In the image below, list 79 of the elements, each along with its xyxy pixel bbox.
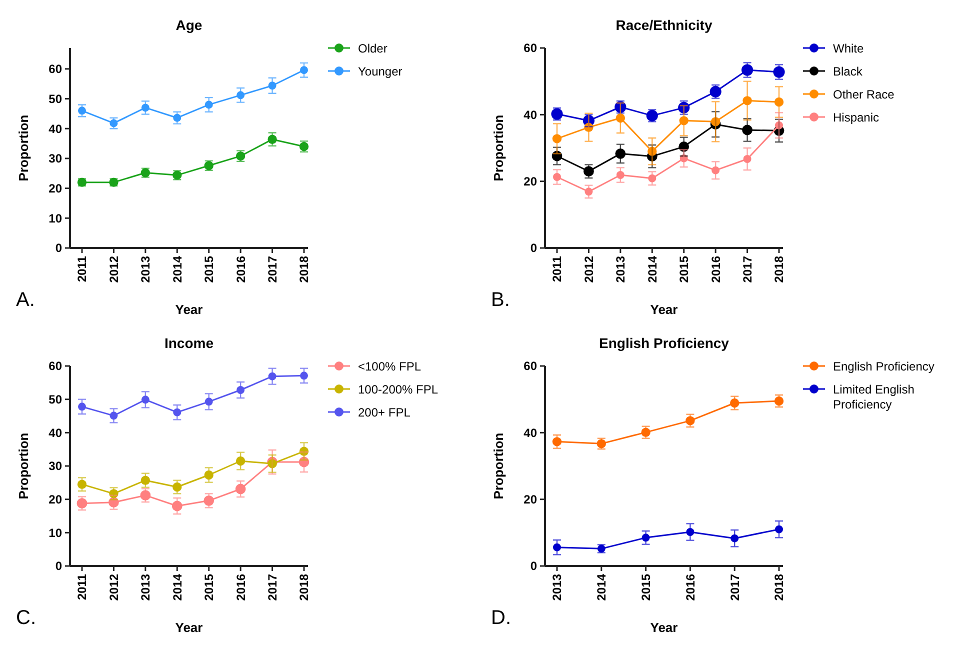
y-tick-label: 0	[55, 559, 62, 574]
x-tick-label: 2014	[170, 256, 184, 283]
y-tick-label: 0	[530, 559, 538, 574]
y-tick-label: 60	[524, 41, 538, 56]
x-tick-label: 2015	[639, 574, 653, 601]
y-tick-label: 20	[48, 492, 62, 507]
y-tick-label: 20	[524, 174, 538, 189]
y-axis-title: Proportion	[491, 432, 506, 500]
y-tick-label: 60	[48, 62, 62, 76]
x-tick-label: 2012	[106, 256, 121, 283]
x-tick-label: 2012	[106, 574, 121, 601]
x-axis-title: Year	[650, 302, 678, 317]
chart-title: English Proficiency	[599, 335, 730, 351]
x-tick-label: 2011	[550, 256, 564, 282]
x-tick-label: 2017	[265, 574, 280, 601]
text: A.	[16, 289, 35, 311]
legend-label: Black	[833, 64, 864, 78]
chart-title: Income	[164, 335, 214, 351]
x-tick-label: 2015	[677, 256, 692, 283]
y-axis-title: Proportion	[16, 114, 31, 182]
y-tick-label: 40	[524, 426, 538, 440]
y-tick-label: 40	[524, 108, 538, 122]
y-tick-label: 50	[48, 392, 62, 407]
x-tick-label: 2013	[550, 574, 564, 601]
x-tick-label: 2018	[297, 574, 312, 601]
x-tick-label: 2011	[75, 256, 90, 282]
text: D.	[491, 607, 511, 629]
x-tick-label: 2015	[202, 574, 216, 601]
y-axis-title: Proportion	[491, 114, 506, 182]
x-tick-label: 2016	[683, 574, 698, 601]
y-tick-label: 60	[524, 359, 538, 374]
x-tick-label: 2015	[202, 256, 216, 283]
x-tick-label: 2018	[297, 256, 312, 283]
legend-label: Older	[358, 42, 388, 56]
y-tick-label: 50	[48, 92, 62, 106]
chart-title: Race/Ethnicity	[616, 17, 712, 33]
x-tick-label: 2017	[265, 256, 280, 283]
legend-label: White	[833, 42, 864, 56]
y-tick-label: 10	[48, 211, 62, 226]
y-tick-label: 30	[48, 152, 62, 166]
x-tick-label: 2016	[234, 574, 248, 601]
y-tick-label: 0	[530, 241, 538, 256]
x-tick-label: 2012	[582, 256, 596, 283]
legend-label: Limited English Proficiency	[833, 382, 914, 412]
x-tick-label: 2016	[234, 256, 248, 283]
x-tick-label: 2014	[170, 574, 184, 601]
x-tick-label: 2017	[740, 256, 754, 283]
y-tick-label: 0	[55, 241, 62, 256]
y-tick-label: 20	[48, 182, 62, 196]
x-axis-title: Year	[175, 620, 203, 635]
y-tick-label: 40	[48, 426, 62, 440]
y-tick-label: 30	[48, 459, 62, 474]
x-tick-label: 2014	[594, 574, 609, 601]
legend-label: 100-200% FPL	[358, 382, 438, 396]
legend-label: <100% FPL	[358, 360, 422, 374]
x-tick-label: 2018	[772, 256, 786, 283]
x-tick-label: 2016	[708, 256, 723, 283]
chart-title: Age	[176, 17, 202, 33]
x-tick-label: 2013	[614, 256, 628, 283]
x-tick-label: 2011	[75, 574, 90, 600]
x-tick-label: 2014	[645, 256, 660, 283]
legend-label: Hispanic	[833, 110, 880, 124]
x-tick-label: 2013	[138, 256, 153, 283]
legend-label: English Proficiency	[833, 360, 934, 374]
legend-label: Younger	[358, 64, 402, 78]
x-tick-label: 2013	[138, 574, 153, 601]
x-tick-label: 2018	[772, 574, 786, 601]
y-tick-label: 40	[48, 122, 62, 136]
y-axis-title: Proportion	[16, 432, 31, 500]
legend-label: 200+ FPL	[358, 406, 411, 420]
text: C.	[16, 607, 36, 629]
x-axis-title: Year	[175, 302, 203, 317]
legend-label: Other Race	[833, 88, 895, 102]
y-tick-label: 20	[524, 492, 538, 507]
text: B.	[491, 289, 510, 311]
x-axis-title: Year	[650, 620, 678, 635]
x-tick-label: 2017	[728, 574, 742, 601]
y-tick-label: 60	[48, 359, 62, 374]
y-tick-label: 10	[48, 526, 62, 540]
